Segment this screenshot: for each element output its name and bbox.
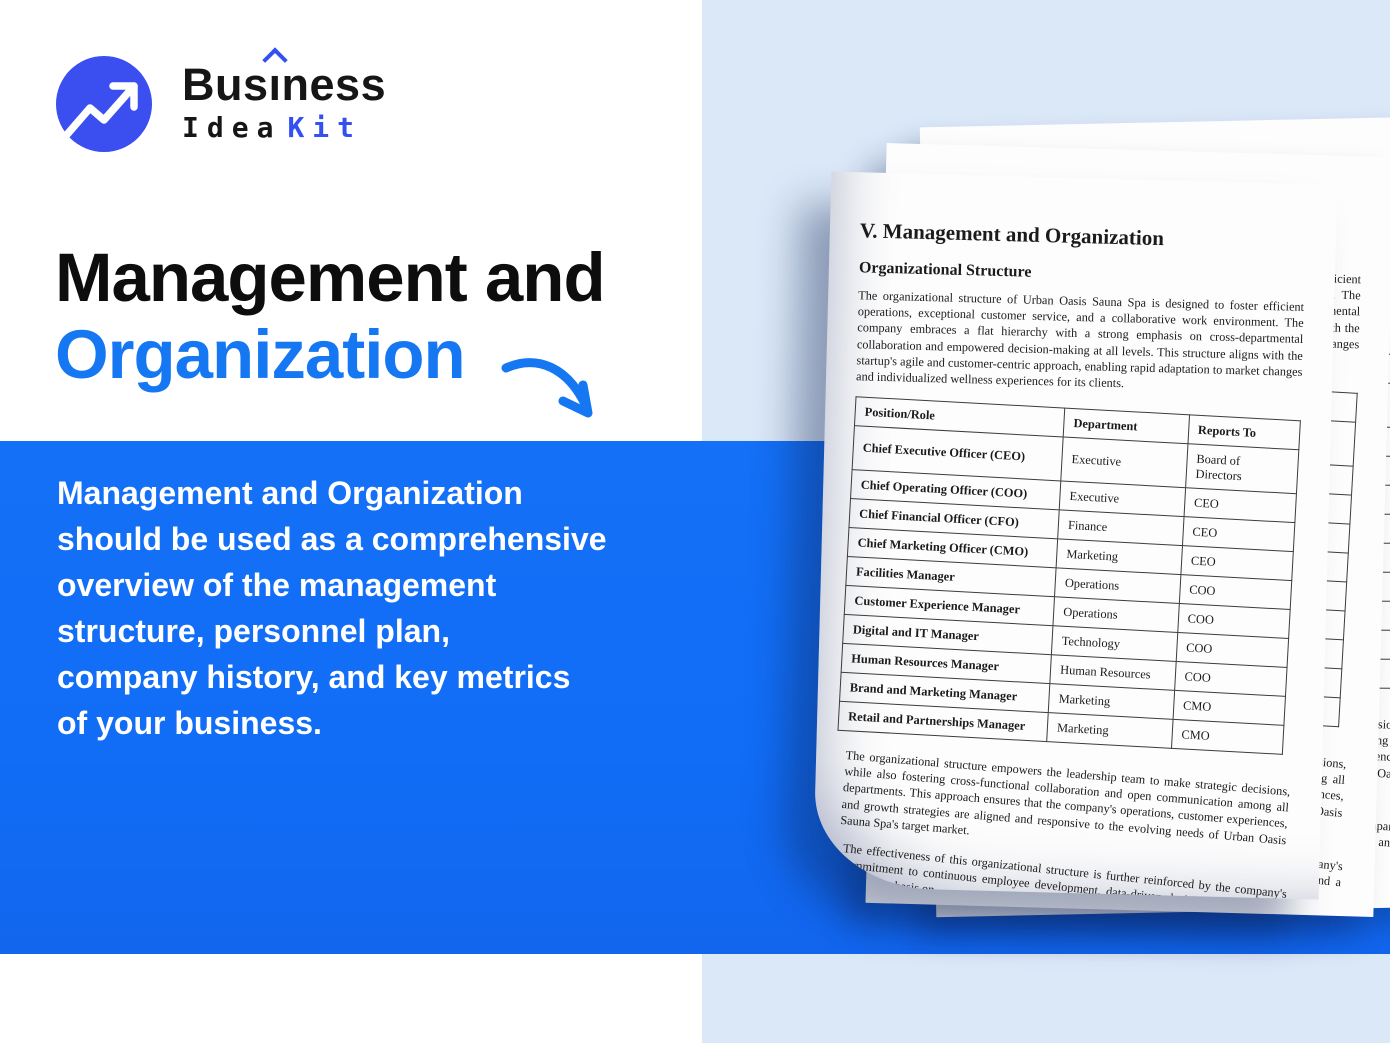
page-title-line2: Organization <box>55 315 466 393</box>
logo-word-business-post: ness <box>281 59 387 110</box>
trending-up-icon-svg <box>56 56 152 152</box>
page-title-line1: Management and <box>55 239 606 316</box>
logo-word-kit: Kit <box>287 111 363 144</box>
logo-word-business-pre: Bus <box>182 59 269 110</box>
logo-letter-i: ı <box>262 47 288 110</box>
hero-description: Management and Organization should be us… <box>57 475 607 741</box>
logo-word-idea: Idea <box>182 111 282 144</box>
logo-letter-i-glyph: ı <box>268 59 282 110</box>
logo-word-business: Busı ness <box>182 47 387 110</box>
brand-logo: Busı ness Idea Kit <box>56 47 387 152</box>
curved-arrow-icon <box>501 358 593 418</box>
page-title: Management and Organization <box>55 239 606 393</box>
trending-up-icon <box>56 56 152 152</box>
logo-word-idea-kit: Idea Kit <box>182 114 386 142</box>
logo-wordmark: Busı ness Idea Kit <box>182 47 387 142</box>
